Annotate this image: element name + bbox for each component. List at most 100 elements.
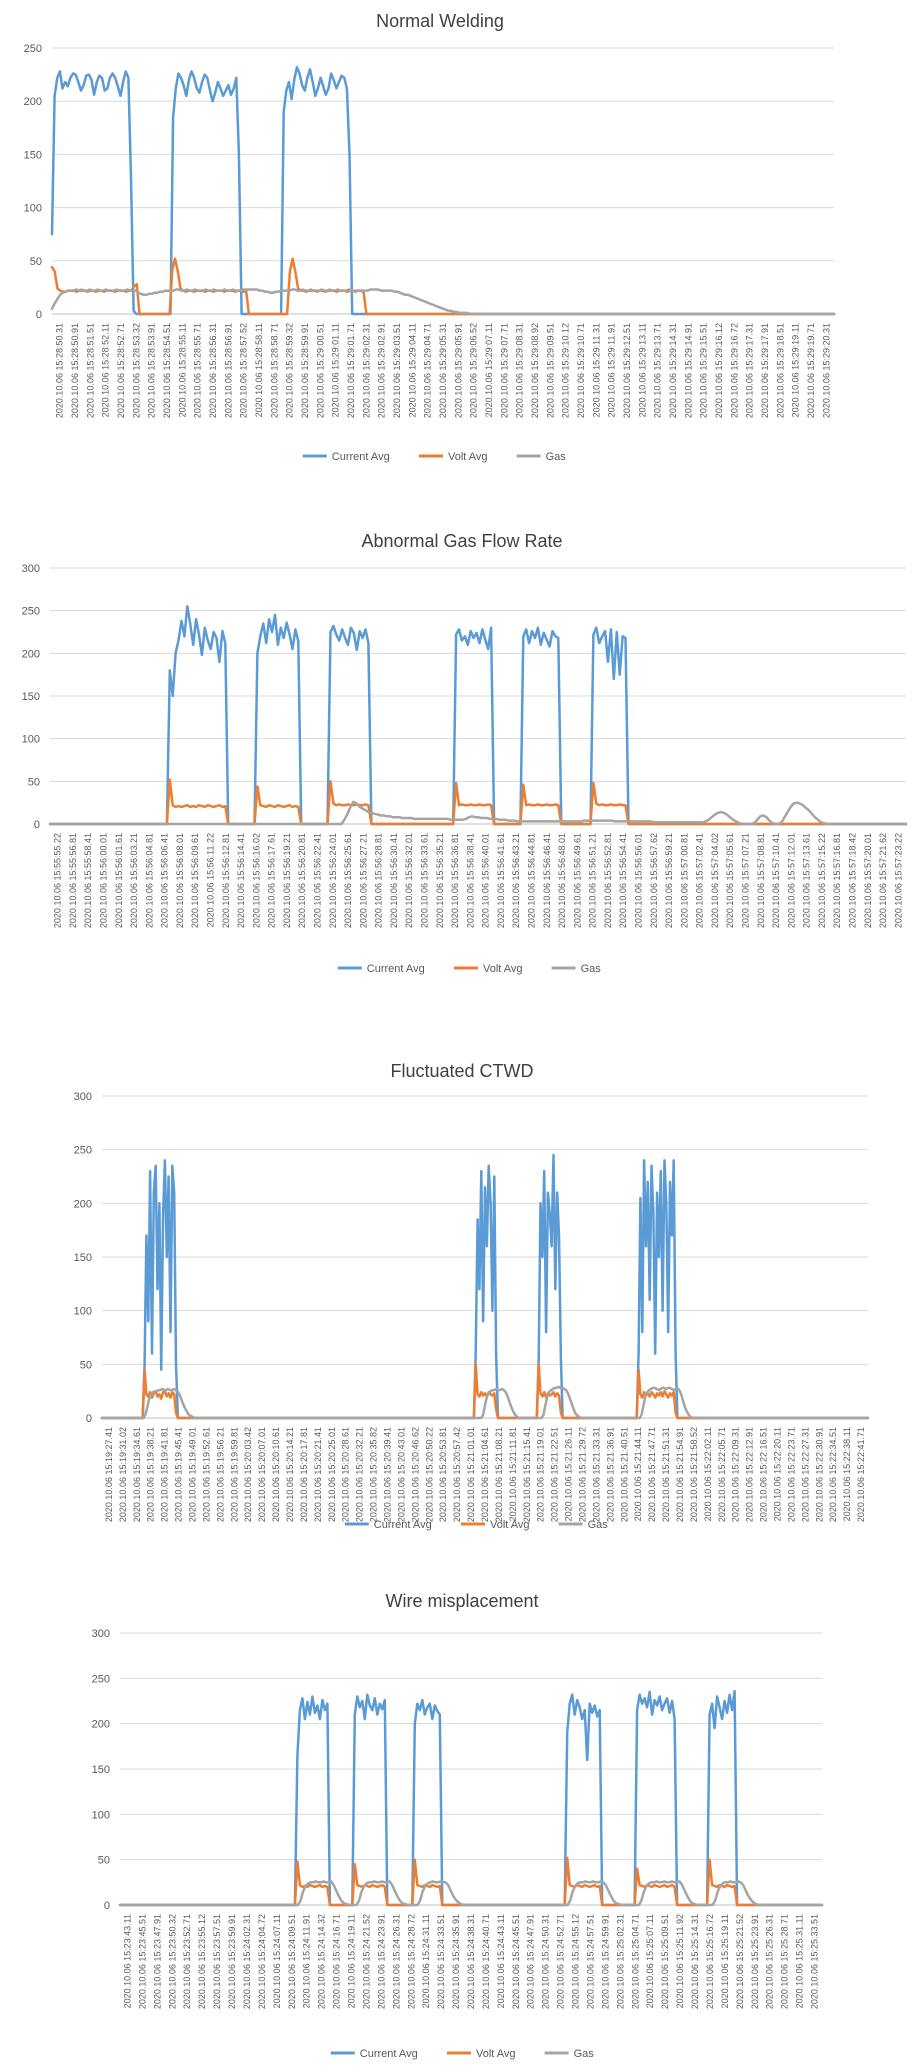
x-tick-label: 2020.10.06 15:21:47.71 — [647, 1427, 657, 1522]
x-tick-label: 2020.10.06 15:21:54.91 — [675, 1427, 685, 1522]
x-tick-label: 2020.10.06 15:56:17.61 — [267, 833, 277, 928]
x-tick-label: 2020.10.06 15:56:46.41 — [542, 833, 552, 928]
series-line-volt-avg — [50, 257, 836, 316]
x-tick-label: 2020.10.06 15:20:46.62 — [410, 1427, 420, 1522]
chart-fluctuated-ctwd: Fluctuated CTWD 0 50 100 150 200 250 300 2020.10… — [0, 1050, 924, 1540]
x-tick-label: 2020.10.06 15:20:43.01 — [396, 1427, 406, 1522]
x-tick-label: 2020.10.06 15:29:01.11 — [331, 323, 341, 417]
series-line-gas — [118, 1880, 824, 1907]
x-tick-label: 2020.10.06 15:22:12.91 — [745, 1427, 755, 1522]
x-tick-label: 2020.10.06 15:28:54.51 — [162, 323, 172, 418]
y-tick-label: 0 — [104, 1900, 110, 1912]
x-tick-label: 2020.10.06 15:56:24.01 — [328, 833, 338, 928]
y-tick-label: 250 — [92, 1673, 110, 1685]
x-tick-label: 2020.10.06 15:20:35.82 — [369, 1427, 379, 1522]
x-tick-label: 2020.10.06 15:56:32.01 — [404, 833, 414, 928]
x-tick-label: 2020.10.06 15:21:40.51 — [619, 1427, 629, 1522]
x-tick-label: 2020.10.06 15:25:28.71 — [780, 1914, 790, 2009]
x-tick-label: 2020.10.06 15:24:55.12 — [571, 1914, 581, 2009]
x-tick-label: 2020.10.06 15:24:43.11 — [496, 1914, 506, 2008]
x-tick-label: 2020.10.06 15:29:17.91 — [760, 323, 770, 418]
x-tick-label: 2020.10.06 15:21:44.11 — [633, 1427, 643, 1521]
x-tick-label: 2020.10.06 15:56:09.61 — [190, 833, 200, 928]
chart-abnormal-gas-flow-rate-svg: Abnormal Gas Flow Rate 0 50 100 150 200 250 300… — [22, 531, 908, 975]
x-tick-label: 2020.10.06 15:28:53.32 — [131, 323, 141, 418]
x-tick-label: 2020.10.06 15:56:36.81 — [450, 833, 460, 928]
x-tick-label: 2020.10.06 15:22:30.91 — [814, 1427, 824, 1522]
x-tick-label: 2020.10.06 15:28:58.11 — [254, 323, 264, 417]
x-tick-label: 2020.10.06 15:57:15.22 — [817, 833, 827, 928]
x-tick-label: 2020.10.06 15:24:35.91 — [451, 1914, 461, 2009]
chart-wire-misplacement: Wire misplacement 0 50 100 150 200 250 300 2020.… — [0, 1580, 924, 2072]
y-tick-label: 150 — [24, 149, 42, 161]
x-tick-label: 2020.10.06 15:25:31.11 — [795, 1914, 805, 2008]
y-tick-label: 150 — [22, 691, 40, 703]
x-tick-label: 2020.10.06 15:56:06.41 — [160, 833, 170, 928]
x-tick-label: 2020.10.06 15:29:04.11 — [407, 323, 417, 417]
x-tick-label: 2020.10.06 15:29:20.31 — [821, 323, 831, 418]
chart-title: Normal Welding — [376, 11, 504, 31]
x-tick-label: 2020.10.06 15:21:36.91 — [605, 1427, 615, 1522]
x-tick-label: 2020.10.06 15:56:38.41 — [465, 833, 475, 928]
x-tick-label: 2020.10.06 15:29:19.71 — [806, 323, 816, 418]
legend-label-gas: Gas — [588, 1519, 609, 1531]
chart-fluctuated-ctwd-svg: Fluctuated CTWD 0 50 100 150 200 250 300 2020.10… — [74, 1061, 870, 1531]
legend-label-volt-avg: Volt Avg — [448, 451, 488, 463]
x-tick-label: 2020.10.06 15:25:07.11 — [645, 1914, 655, 2008]
x-tick-label: 2020.10.06 15:56:59.21 — [664, 833, 674, 928]
x-tick-label: 2020.10.06 15:21:08.21 — [494, 1427, 504, 1522]
series-line-gas — [100, 1385, 870, 1420]
x-tick-label: 2020.10.06 15:57:02.41 — [695, 833, 705, 928]
x-tick-label: 2020.10.06 15:25:04.71 — [630, 1914, 640, 2009]
x-tick-label: 2020.10.06 15:19:49.01 — [188, 1427, 198, 1522]
x-tick-label: 2020.10.06 15:28:55.71 — [193, 323, 203, 418]
x-tick-label: 2020.10.06 15:57:18.42 — [848, 833, 858, 928]
x-tick-label: 2020.10.06 15:56:49.61 — [572, 833, 582, 928]
x-tick-label: 2020.10.06 15:56:16.02 — [251, 833, 261, 928]
x-tick-label: 2020.10.06 15:22:23.71 — [786, 1427, 796, 1522]
x-tick-label: 2020.10.06 15:21:15.41 — [522, 1427, 532, 1522]
x-tick-label: 2020.10.06 15:29:05.91 — [453, 323, 463, 418]
series-line-current-avg — [118, 1689, 824, 1907]
x-tick-label: 2020.10.06 15:28:57.52 — [239, 323, 249, 418]
x-tick-label: 2020.10.06 15:24:50.31 — [541, 1914, 551, 2009]
x-tick-label: 2020.10.06 15:25:21.52 — [735, 1914, 745, 2009]
x-tick-label: 2020.10.06 15:29:14.31 — [668, 323, 678, 418]
x-tick-label: 2020.10.06 15:21:33.31 — [591, 1427, 601, 1522]
x-tick-label: 2020.10.06 15:23:43.11 — [122, 1914, 132, 2008]
x-tick-label: 2020.10.06 15:21:58.52 — [689, 1427, 699, 1522]
x-tick-label: 2020.10.06 15:57:04.02 — [710, 833, 720, 928]
x-tick-label: 2020.10.06 15:57:16.81 — [832, 833, 842, 928]
x-tick-label: 2020.10.06 15:28:53.91 — [147, 323, 157, 418]
x-tick-label: 2020.10.06 15:28:55.11 — [177, 323, 187, 417]
x-tick-label: 2020.10.06 15:29:11.31 — [591, 323, 601, 417]
x-tick-label: 2020.10.06 15:21:26.11 — [564, 1427, 574, 1521]
x-tick-label: 2020.10.06 15:56:27.21 — [358, 833, 368, 928]
x-tick-label: 2020.10.06 15:29:13.71 — [653, 323, 663, 418]
x-tick-label: 2020.10.06 15:29:02.91 — [377, 323, 387, 418]
x-tick-label: 2020.10.06 15:56:25.61 — [343, 833, 353, 928]
x-tick-label: 2020.10.06 15:20:25.01 — [327, 1427, 337, 1522]
chart-wire-misplacement-svg: Wire misplacement 0 50 100 150 200 250 300 2020.… — [92, 1591, 824, 2060]
x-tick-label: 2020.10.06 15:20:53.81 — [438, 1427, 448, 1522]
x-tick-label: 2020.10.06 15:22:41.71 — [856, 1427, 866, 1522]
x-tick-label: 2020.10.06 15:23:57.51 — [212, 1914, 222, 2009]
x-tick-label: 2020.10.06 15:29:19.11 — [791, 323, 801, 417]
x-tick-label: 2020.10.06 15:22:20.11 — [772, 1427, 782, 1521]
legend-label-current-avg: Current Avg — [374, 1519, 432, 1531]
x-tick-label: 2020.10.06 15:57:21.62 — [878, 833, 888, 928]
legend-label-volt-avg: Volt Avg — [490, 1519, 530, 1531]
x-tick-label: 2020.10.06 15:29:07.11 — [484, 323, 494, 417]
x-tick-label: 2020.10.06 15:25:09.51 — [660, 1914, 670, 2009]
y-tick-label: 200 — [92, 1719, 110, 1731]
x-tick-label: 2020.10.06 15:56:52.81 — [603, 833, 613, 928]
x-tick-label: 2020.10.06 15:28:50.91 — [70, 323, 80, 418]
x-tick-label: 2020.10.06 15:56:03.21 — [129, 833, 139, 928]
x-tick-label: 2020.10.06 15:56:41.61 — [496, 833, 506, 928]
x-tick-label: 2020.10.06 15:29:13.11 — [637, 323, 647, 417]
x-tick-label: 2020.10.06 15:19:27.41 — [104, 1427, 114, 1522]
x-tick-label: 2020.10.06 15:24:02.31 — [242, 1914, 252, 2009]
x-tick-label: 2020.10.06 15:56:12.81 — [221, 833, 231, 928]
x-tick-label: 2020.10.06 15:21:11.81 — [508, 1427, 518, 1521]
x-tick-label: 2020.10.06 15:24:21.52 — [361, 1914, 371, 2009]
